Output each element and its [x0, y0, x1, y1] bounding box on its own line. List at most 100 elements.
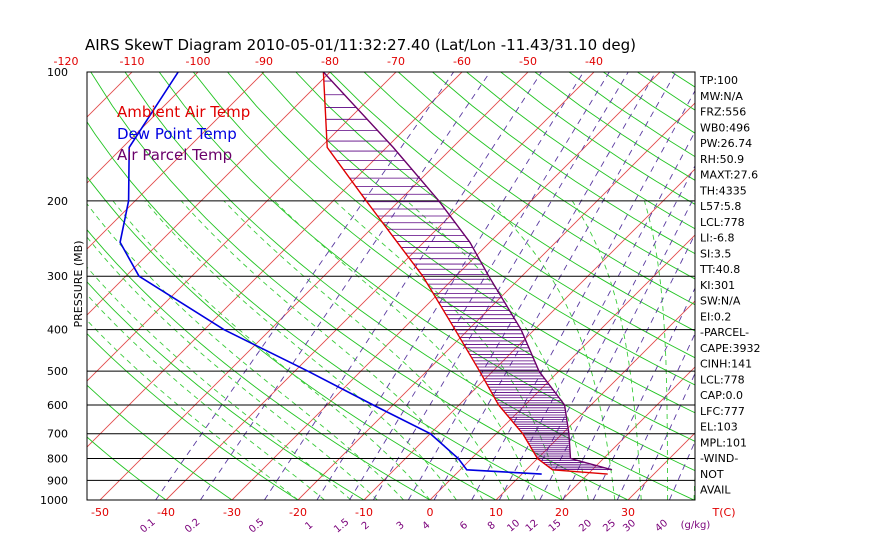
moist-adiabat-line	[406, 200, 589, 500]
isotherm-line	[363, 168, 695, 500]
index-entry: CINH:141	[700, 358, 752, 371]
dry-adiabat-line	[295, 72, 695, 359]
y-tick-label: 100	[47, 66, 68, 79]
index-entry: TT:40.8	[699, 263, 740, 276]
x-tick-top-label: -120	[54, 55, 79, 68]
x-tick-top-label: -110	[120, 55, 145, 68]
x-tick-bottom-label: -50	[91, 506, 109, 519]
mixing-ratio-line	[407, 72, 657, 500]
isotherm-line	[165, 72, 595, 500]
moist-adiabat-line	[87, 319, 299, 500]
air-parcel-temp-line	[322, 72, 613, 471]
x-tick-top-label: -90	[255, 55, 273, 68]
mixing-ratio-line	[669, 440, 695, 500]
y-tick-label: 700	[47, 428, 68, 441]
mixing-ratio-tick-label: 1.5	[332, 517, 351, 536]
index-entry: -WIND-	[700, 452, 738, 465]
isobar-lines	[87, 200, 695, 481]
index-entry: -PARCEL-	[700, 326, 749, 339]
index-entry: NOT	[700, 468, 724, 481]
x-tick-bottom-label: -40	[157, 506, 175, 519]
mixing-ratio-line	[200, 72, 491, 500]
mixing-ratio-line	[264, 72, 542, 500]
profile-series	[119, 72, 613, 475]
dry-adiabat-line	[87, 436, 167, 500]
isotherm-line	[826, 72, 870, 500]
y-axis-ticks: 100 200 300 400 500 600 700 800 900 1000	[40, 66, 68, 507]
y-tick-label: 400	[47, 324, 68, 337]
index-entry: L57:5.8	[700, 200, 741, 213]
x-axis-top-ticks: -120 -110 -100 -90 -80 -70 -60 -50 -40	[54, 55, 603, 68]
mixing-ratio-line	[372, 72, 629, 500]
x-axis-bottom-ticks: -50 -40 -30 -20 -10 0 10 20 30 T(C)	[91, 506, 735, 519]
isotherm-line	[429, 234, 695, 500]
mixing-ratio-tick-label: 40	[653, 518, 670, 535]
index-entry: MPL:101	[700, 436, 747, 449]
isotherm-line	[297, 102, 695, 500]
isotherm-line	[87, 72, 331, 316]
dry-adiabat-line	[87, 176, 497, 500]
dry-adiabat-line	[740, 72, 870, 500]
y-tick-label: 600	[47, 399, 68, 412]
x-tick-bottom-label: 10	[489, 506, 503, 519]
dry-adiabat-line	[637, 72, 695, 111]
mixing-ratio-tick-label: 4	[421, 520, 433, 533]
index-entry: AVAIL	[700, 484, 731, 497]
mixing-ratio-tick-label: 15	[547, 518, 564, 535]
moist-adiabat-line	[144, 200, 457, 500]
ambient-air-temp-line	[322, 72, 608, 475]
legend-dew-point-temp: Dew Point Temp	[117, 125, 237, 143]
isotherm-line	[87, 72, 199, 184]
index-entry: PW:26.74	[700, 137, 752, 150]
index-entry: TH:4335	[699, 184, 747, 197]
chart-title: AIRS SkewT Diagram 2010-05-01/11:32:27.4…	[85, 36, 636, 54]
y-tick-label: 1000	[40, 494, 68, 507]
mixing-ratio-line	[471, 89, 695, 500]
dry-adiabat-line	[261, 72, 695, 386]
index-entry: LCL:778	[700, 216, 745, 229]
dry-adiabat-line	[87, 333, 299, 500]
stability-index-list: TP:100 MW:N/A FRZ:556 WB0:496 PW:26.74 RH:50.…	[699, 74, 761, 497]
x-tick-top-label: -60	[453, 55, 471, 68]
mixing-ratio-tick-label: 6	[458, 520, 470, 533]
isotherm-line	[231, 72, 661, 500]
mixing-ratio-line	[349, 72, 610, 500]
mixing-ratio-tick-label: 1	[303, 520, 315, 533]
index-entry: SI:3.5	[700, 247, 731, 260]
mixing-ratio-tick-label: 3	[395, 520, 407, 533]
x-tick-bottom-label: 20	[555, 506, 569, 519]
dry-adiabat-line	[87, 229, 431, 500]
dry-adiabat-line	[87, 121, 563, 500]
mixing-ratio-tick-label: 10	[505, 518, 522, 535]
dry-adiabat-line	[329, 72, 695, 332]
dry-adiabat-line	[192, 72, 695, 442]
x-tick-top-label: -70	[387, 55, 405, 68]
y-tick-label: 800	[47, 453, 68, 466]
x-tick-bottom-label: T(C)	[712, 506, 736, 519]
legend-ambient-air-temp: Ambient Air Temp	[117, 103, 250, 121]
index-entry: CAP:0.0	[700, 389, 743, 402]
index-entry: MAXT:27.6	[700, 169, 758, 182]
dry-adiabat-line	[158, 72, 695, 472]
mixing-ratio-line	[316, 72, 584, 500]
plot-frame	[86, 71, 696, 501]
mixing-ratio-tick-label: 25	[601, 518, 618, 535]
mixing-ratio-tick-label: 8	[486, 520, 498, 533]
index-entry: EI:0.2	[700, 310, 731, 323]
isotherm-line	[87, 72, 397, 382]
x-tick-bottom-label: 30	[621, 506, 635, 519]
mixing-ratio-line	[155, 72, 455, 500]
mixing-ratio-unit-label: (g/kg)	[681, 520, 711, 531]
y-tick-label: 300	[47, 270, 68, 283]
x-tick-top-label: -80	[321, 55, 339, 68]
index-entry: LI:-6.8	[700, 232, 735, 245]
dry-adiabat-line	[227, 72, 695, 414]
mixing-ratio-line	[539, 194, 695, 500]
y-tick-label: 500	[47, 365, 68, 378]
x-tick-bottom-label: -20	[289, 506, 307, 519]
index-entry: MW:N/A	[700, 90, 743, 103]
isotherm-line	[99, 72, 529, 500]
dry-adiabat-line	[432, 72, 695, 255]
index-entry: LFC:777	[700, 405, 745, 418]
